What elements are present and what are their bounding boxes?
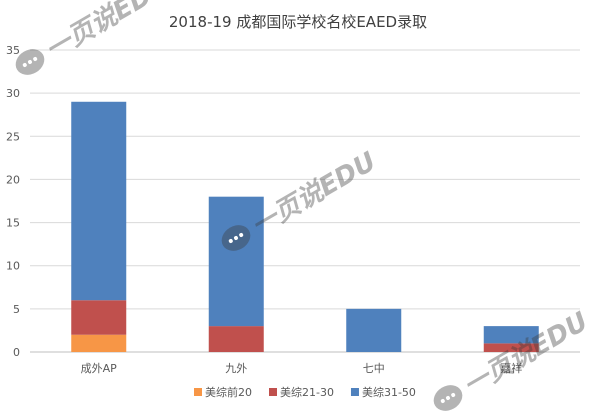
bar-segment	[208, 326, 264, 352]
bar-segment	[71, 101, 127, 301]
bar-segment	[483, 343, 539, 352]
y-axis-tick-labels: 0 5 10 15 20 25 30 35	[6, 44, 20, 359]
y-tick-label: 5	[13, 303, 20, 316]
legend-label: 美综31-50	[362, 385, 416, 399]
x-tick-label: 成外AP	[81, 362, 118, 375]
bar-segment	[483, 326, 539, 344]
x-axis-tick-labels: 成外AP 九外 七中 嘉祥	[81, 361, 523, 375]
y-tick-label: 10	[6, 260, 20, 273]
bar-series	[71, 101, 539, 352]
legend-swatch	[269, 388, 277, 396]
chart-title: 2018-19 成都国际学校名校EAED录取	[169, 13, 427, 31]
y-tick-label: 25	[6, 130, 20, 143]
chat-bubble-icon	[221, 225, 251, 251]
bar-segment	[71, 334, 127, 352]
watermark-top-left: 一页说EDU	[15, 0, 175, 75]
y-tick-label: 0	[13, 346, 20, 359]
legend-swatch	[350, 388, 359, 396]
zhihu-watermark: 知乎 @大欧	[492, 388, 561, 404]
legend-label: 美综前20	[205, 385, 252, 399]
legend-swatch	[194, 388, 202, 396]
legend: 美综前20 美综21-30 美综31-50	[194, 385, 416, 399]
x-tick-label: 九外	[225, 362, 247, 375]
y-tick-label: 15	[6, 217, 20, 230]
y-tick-label: 30	[6, 87, 20, 100]
chat-bubble-icon	[433, 385, 463, 411]
y-tick-label: 20	[6, 173, 20, 186]
chat-bubble-icon	[15, 49, 45, 75]
watermark-text: 一页说EDU	[246, 147, 381, 242]
legend-label: 美综21-30	[280, 385, 334, 399]
bar-segment	[346, 308, 402, 352]
bar-segment	[71, 300, 127, 335]
bar-segment	[208, 196, 264, 327]
watermark-text: 一页说EDU	[40, 0, 175, 66]
x-tick-label: 嘉祥	[500, 361, 522, 375]
watermark-text: 一页说EDU	[458, 307, 593, 402]
x-tick-label: 七中	[363, 362, 385, 375]
y-tick-label: 35	[6, 44, 20, 57]
